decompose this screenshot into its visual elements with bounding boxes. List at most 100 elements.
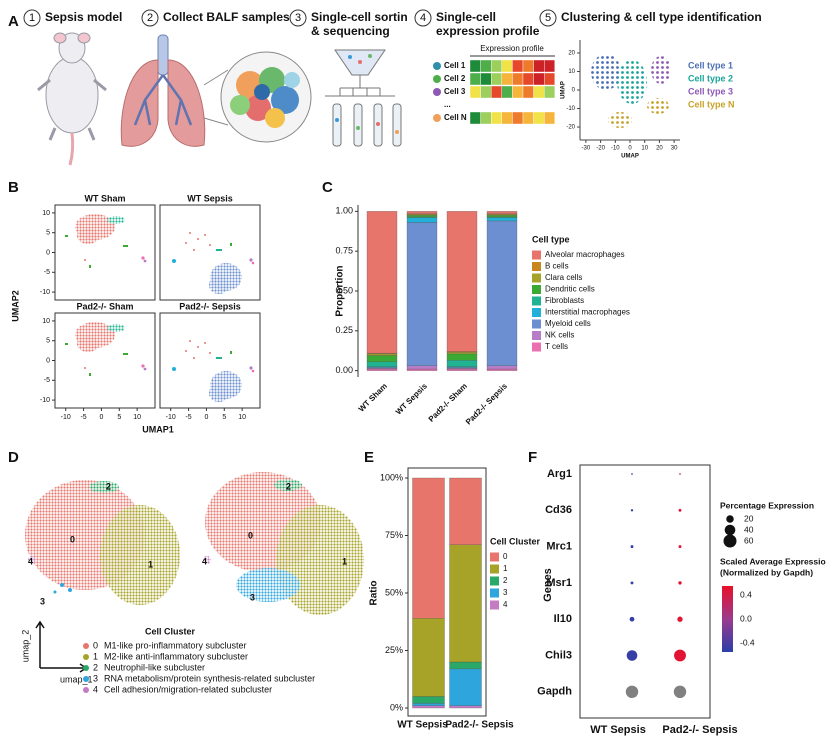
bar-segment <box>486 215 518 218</box>
y-tick-label: Msr1 <box>546 577 572 589</box>
panel-label: C <box>322 179 333 196</box>
legend-label: 4 <box>503 600 508 609</box>
axis-label: UMAP <box>621 154 639 160</box>
x-tick-label: 0 <box>628 146 632 152</box>
heatmap-cell <box>522 72 534 86</box>
x-tick-label: Pad2-/- Sepsis <box>445 720 514 731</box>
dot <box>677 616 683 622</box>
legend-label: 1 <box>503 564 508 573</box>
legend-id: 4 <box>93 684 98 694</box>
legend-title: (Normalized by Gapdh) <box>720 567 813 577</box>
legend-swatch <box>83 665 89 671</box>
cluster-label: 3 <box>250 592 255 602</box>
heatmap-cell <box>522 85 534 99</box>
dot <box>678 581 682 585</box>
heatmap-cell <box>469 85 481 99</box>
bar-segment <box>446 352 478 355</box>
legend-label: M2-like anti-inflammatory subcluster <box>104 651 248 661</box>
heatmap-cell <box>544 85 556 99</box>
bar-segment <box>366 368 398 371</box>
y-tick-label: 0.25 <box>335 325 353 335</box>
legend-title: Scaled Average Expression <box>720 556 826 566</box>
x-tick-label: 10 <box>133 414 141 421</box>
x-tick-label: Pad2-/- Sepsis <box>662 724 737 736</box>
axis-label: UMAP <box>561 81 567 99</box>
dot <box>626 650 638 661</box>
y-tick-label: 25% <box>385 645 403 655</box>
dot <box>673 685 687 699</box>
y-tick-label: 100% <box>380 472 403 482</box>
size-key <box>723 534 737 548</box>
bar-segment <box>406 222 438 367</box>
y-tick-label: 0 <box>572 88 576 94</box>
cluster-label: 2 <box>286 481 291 491</box>
panel-label: E <box>364 449 374 466</box>
step-number: 3 <box>295 12 301 24</box>
legend-label: 20 <box>744 513 754 523</box>
panel-label: F <box>528 449 537 466</box>
legend-swatch <box>490 576 499 586</box>
step-title: Single-cell <box>436 10 496 24</box>
cluster-label: 2 <box>106 481 111 491</box>
x-tick-label: -30 <box>582 146 591 152</box>
dot <box>630 545 634 549</box>
legend-swatch <box>532 296 541 306</box>
bar-segment <box>412 703 445 706</box>
legend-swatch <box>83 687 89 693</box>
bar-segment <box>366 211 398 354</box>
plot-frame <box>579 464 711 719</box>
legend-label: 40 <box>744 524 754 534</box>
umap-grid <box>54 204 261 409</box>
x-tick-label: -20 <box>596 146 605 152</box>
heatmap-cell <box>544 111 556 125</box>
y-tick-label: 10 <box>568 69 575 75</box>
legend-label: 3 <box>503 588 508 597</box>
x-tick-label: -10 <box>166 414 176 421</box>
legend-label: Myeloid cells <box>545 319 591 328</box>
step-title: & sequencing <box>311 24 390 38</box>
step-title: Single-cell sortin <box>311 10 408 24</box>
colorbar <box>722 586 733 652</box>
legend-label: 0.0 <box>740 613 752 623</box>
heatmap-cell <box>469 72 481 86</box>
y-tick-label: 10 <box>42 318 50 325</box>
cell-dot <box>433 114 441 122</box>
x-tick-label: WT Sepsis <box>590 724 646 736</box>
step-number: 4 <box>420 12 426 24</box>
sorter-illustration <box>325 49 402 147</box>
step-number: 1 <box>29 12 35 24</box>
heatmap-cell <box>491 85 503 99</box>
legend-swatch <box>490 564 499 574</box>
heatmap-cell <box>533 59 545 73</box>
cluster-label: 4 <box>202 556 207 566</box>
legend-swatch <box>83 643 89 649</box>
cell-dot <box>433 88 441 96</box>
legend-label: 0 <box>503 552 508 561</box>
bar-segment <box>449 544 482 663</box>
x-tick-label: Pad2-/- Sepsis <box>464 381 509 426</box>
y-tick-label: -10 <box>566 106 575 112</box>
x-tick-label: 10 <box>238 414 246 421</box>
step-title: Sepsis model <box>45 10 122 24</box>
y-tick-label: 10 <box>42 210 50 217</box>
step-number: 5 <box>545 12 551 24</box>
step-number: 2 <box>147 12 153 24</box>
heatmap-cell <box>533 85 545 99</box>
heatmap-cell <box>533 111 545 125</box>
dot <box>630 581 634 585</box>
axis-label: umap_2 <box>20 630 30 663</box>
y-tick-label: 5 <box>46 338 50 345</box>
legend-label: B cells <box>545 262 569 271</box>
heatmap-cell <box>491 111 503 125</box>
bar-segment <box>412 705 445 709</box>
cells-illustration <box>220 51 312 143</box>
bar-segment <box>486 365 518 370</box>
legend-label: Fibroblasts <box>545 296 584 305</box>
cluster-umaps <box>25 472 364 673</box>
panel-label: D <box>8 449 19 466</box>
cluster-label: 3 <box>40 596 45 606</box>
legend-id: 0 <box>93 640 98 650</box>
axis-label: Genes <box>542 568 554 602</box>
bar-segment <box>406 215 438 218</box>
